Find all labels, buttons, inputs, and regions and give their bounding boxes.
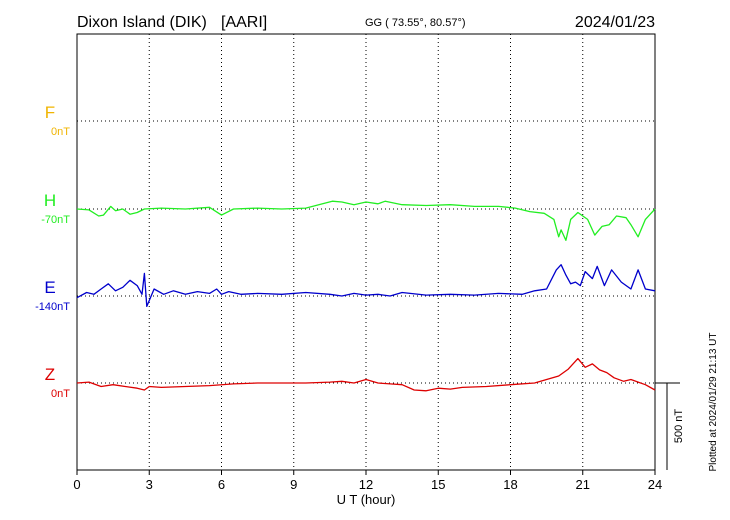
x-axis-ticks: 0 3 6 9 12 15 18 21 24 bbox=[73, 470, 662, 492]
series-name-f: F bbox=[45, 103, 55, 122]
series-name-e: E bbox=[44, 278, 55, 297]
series-labels: F 0nT H -70nT E -140nT Z 0nT bbox=[35, 103, 70, 400]
x-tick-label: 0 bbox=[73, 477, 80, 492]
series-baseline-z: 0nT bbox=[51, 388, 70, 400]
date-label: 2024/01/23 bbox=[575, 14, 655, 31]
x-tick-label: 6 bbox=[218, 477, 225, 492]
station-title: Dixon Island (DIK) bbox=[77, 14, 207, 31]
series-baseline-e: -140nT bbox=[35, 301, 70, 313]
series-baseline-h: -70nT bbox=[41, 214, 70, 226]
series-name-z: Z bbox=[45, 365, 55, 384]
x-tick-label: 15 bbox=[431, 477, 445, 492]
scale-bar: 500 nT bbox=[655, 382, 685, 470]
x-tick-label: 24 bbox=[648, 477, 662, 492]
x-tick-label: 9 bbox=[290, 477, 297, 492]
grid bbox=[77, 34, 655, 470]
agency-label: [AARI] bbox=[221, 14, 267, 31]
x-axis-label: U T (hour) bbox=[337, 492, 396, 507]
x-tick-label: 21 bbox=[576, 477, 590, 492]
plot-frame bbox=[76, 33, 656, 471]
series-baseline-f: 0nT bbox=[51, 126, 70, 138]
series-line-h bbox=[76, 200, 656, 241]
coords-label: GG ( 73.55°, 80.57°) bbox=[365, 17, 466, 29]
x-tick-label: 12 bbox=[359, 477, 373, 492]
plotted-note: Plotted at 2024/01/29 21:13 UT bbox=[708, 333, 719, 472]
series-line-z bbox=[76, 357, 656, 392]
x-tick-label: 18 bbox=[503, 477, 517, 492]
series-line-e bbox=[76, 264, 656, 308]
scale-bar-label: 500 nT bbox=[673, 409, 685, 444]
series-lines bbox=[76, 200, 656, 392]
x-tick-label: 3 bbox=[146, 477, 153, 492]
series-name-h: H bbox=[44, 191, 56, 210]
